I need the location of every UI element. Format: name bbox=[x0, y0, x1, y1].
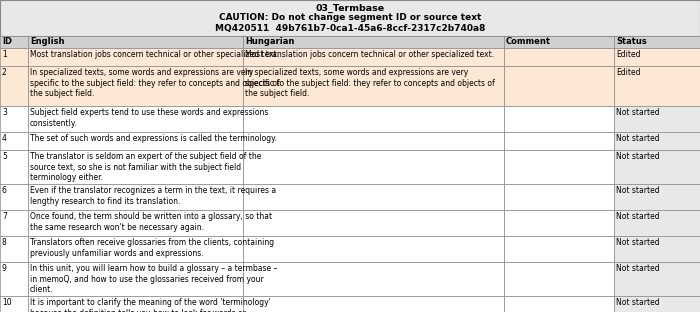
Text: Not started: Not started bbox=[616, 238, 659, 247]
Bar bbox=[614, 210, 700, 236]
Text: In specialized texts, some words and expressions are very
specific to the subjec: In specialized texts, some words and exp… bbox=[30, 68, 280, 99]
Bar bbox=[614, 36, 700, 48]
Bar bbox=[243, 36, 504, 48]
Bar bbox=[614, 150, 700, 184]
Bar bbox=[504, 210, 614, 236]
Bar bbox=[28, 66, 243, 106]
Text: 4: 4 bbox=[2, 134, 7, 143]
Text: 6: 6 bbox=[2, 186, 7, 195]
Bar bbox=[504, 150, 614, 184]
Text: MQ420511  49b761b7-0ca1-45a6-8ccf-2317c2b740a8: MQ420511 49b761b7-0ca1-45a6-8ccf-2317c2b… bbox=[215, 23, 485, 32]
Bar bbox=[28, 106, 243, 132]
Bar bbox=[0, 36, 28, 48]
Text: 5: 5 bbox=[2, 152, 7, 161]
Bar bbox=[614, 132, 700, 150]
Text: 7: 7 bbox=[2, 212, 7, 221]
Bar bbox=[504, 184, 614, 210]
Bar bbox=[243, 66, 504, 106]
Text: In this unit, you will learn how to build a glossary – a termbase –
in memoQ, an: In this unit, you will learn how to buil… bbox=[30, 264, 277, 295]
Text: Even if the translator recognizes a term in the text, it requires a
lengthy rese: Even if the translator recognizes a term… bbox=[30, 186, 276, 206]
Text: Not started: Not started bbox=[616, 108, 659, 117]
Bar bbox=[28, 150, 243, 184]
Bar bbox=[614, 66, 700, 106]
Bar bbox=[504, 36, 614, 48]
Bar bbox=[243, 296, 504, 312]
Bar bbox=[0, 132, 28, 150]
Bar bbox=[243, 236, 504, 262]
Text: 3: 3 bbox=[2, 108, 7, 117]
Bar bbox=[243, 48, 504, 66]
Bar bbox=[28, 36, 243, 48]
Text: Not started: Not started bbox=[616, 186, 659, 195]
Text: Once found, the term should be written into a glossary, so that
the same researc: Once found, the term should be written i… bbox=[30, 212, 272, 232]
Bar bbox=[28, 132, 243, 150]
Bar bbox=[614, 236, 700, 262]
Bar bbox=[243, 184, 504, 210]
Text: Status: Status bbox=[616, 37, 647, 46]
Text: 03_Termbase: 03_Termbase bbox=[316, 3, 384, 12]
Bar bbox=[504, 132, 614, 150]
Bar bbox=[243, 132, 504, 150]
Bar bbox=[0, 48, 28, 66]
Bar bbox=[243, 210, 504, 236]
Text: It is important to clarify the meaning of the word 'terminology'
because the def: It is important to clarify the meaning o… bbox=[30, 298, 281, 312]
Bar bbox=[504, 66, 614, 106]
Bar bbox=[0, 66, 28, 106]
Bar bbox=[28, 236, 243, 262]
Text: Most translation jobs concern technical or other specialized text.: Most translation jobs concern technical … bbox=[245, 50, 494, 59]
Text: Edited: Edited bbox=[616, 50, 640, 59]
Bar bbox=[243, 150, 504, 184]
Text: CAUTION: Do not change segment ID or source text: CAUTION: Do not change segment ID or sou… bbox=[219, 13, 481, 22]
Bar bbox=[614, 48, 700, 66]
Bar bbox=[0, 210, 28, 236]
Bar bbox=[504, 106, 614, 132]
Text: 10: 10 bbox=[2, 298, 12, 307]
Bar bbox=[28, 48, 243, 66]
Text: The set of such words and expressions is called the terminology.: The set of such words and expressions is… bbox=[30, 134, 277, 143]
Text: The translator is seldom an expert of the subject field of the
source text, so s: The translator is seldom an expert of th… bbox=[30, 152, 261, 183]
Text: Not started: Not started bbox=[616, 152, 659, 161]
Text: Edited: Edited bbox=[616, 68, 640, 77]
Text: ID: ID bbox=[2, 37, 12, 46]
Bar bbox=[28, 262, 243, 296]
Bar bbox=[0, 296, 28, 312]
Text: 9: 9 bbox=[2, 264, 7, 273]
Bar bbox=[504, 296, 614, 312]
Bar bbox=[28, 296, 243, 312]
Bar bbox=[0, 262, 28, 296]
Bar bbox=[0, 236, 28, 262]
Text: English: English bbox=[30, 37, 64, 46]
Bar bbox=[0, 0, 700, 36]
Bar bbox=[614, 296, 700, 312]
Text: In specialized texts, some words and expressions are very
specific to the subjec: In specialized texts, some words and exp… bbox=[245, 68, 495, 99]
Text: Subject field experts tend to use these words and expressions
consistently.: Subject field experts tend to use these … bbox=[30, 108, 268, 128]
Bar bbox=[0, 106, 28, 132]
Text: 2: 2 bbox=[2, 68, 7, 77]
Bar bbox=[504, 262, 614, 296]
Bar bbox=[614, 106, 700, 132]
Text: Not started: Not started bbox=[616, 134, 659, 143]
Bar bbox=[0, 184, 28, 210]
Bar bbox=[504, 236, 614, 262]
Bar bbox=[614, 262, 700, 296]
Text: Not started: Not started bbox=[616, 298, 659, 307]
Text: 8: 8 bbox=[2, 238, 7, 247]
Text: Not started: Not started bbox=[616, 212, 659, 221]
Bar bbox=[614, 184, 700, 210]
Bar bbox=[28, 210, 243, 236]
Bar bbox=[0, 150, 28, 184]
Text: Comment: Comment bbox=[506, 37, 551, 46]
Bar bbox=[243, 106, 504, 132]
Text: Most translation jobs concern technical or other specialized text.: Most translation jobs concern technical … bbox=[30, 50, 279, 59]
Text: Not started: Not started bbox=[616, 264, 659, 273]
Text: Hungarian: Hungarian bbox=[245, 37, 295, 46]
Text: Translators often receive glossaries from the clients, containing
previously unf: Translators often receive glossaries fro… bbox=[30, 238, 274, 258]
Bar bbox=[28, 184, 243, 210]
Text: 1: 1 bbox=[2, 50, 7, 59]
Bar bbox=[243, 262, 504, 296]
Bar bbox=[504, 48, 614, 66]
